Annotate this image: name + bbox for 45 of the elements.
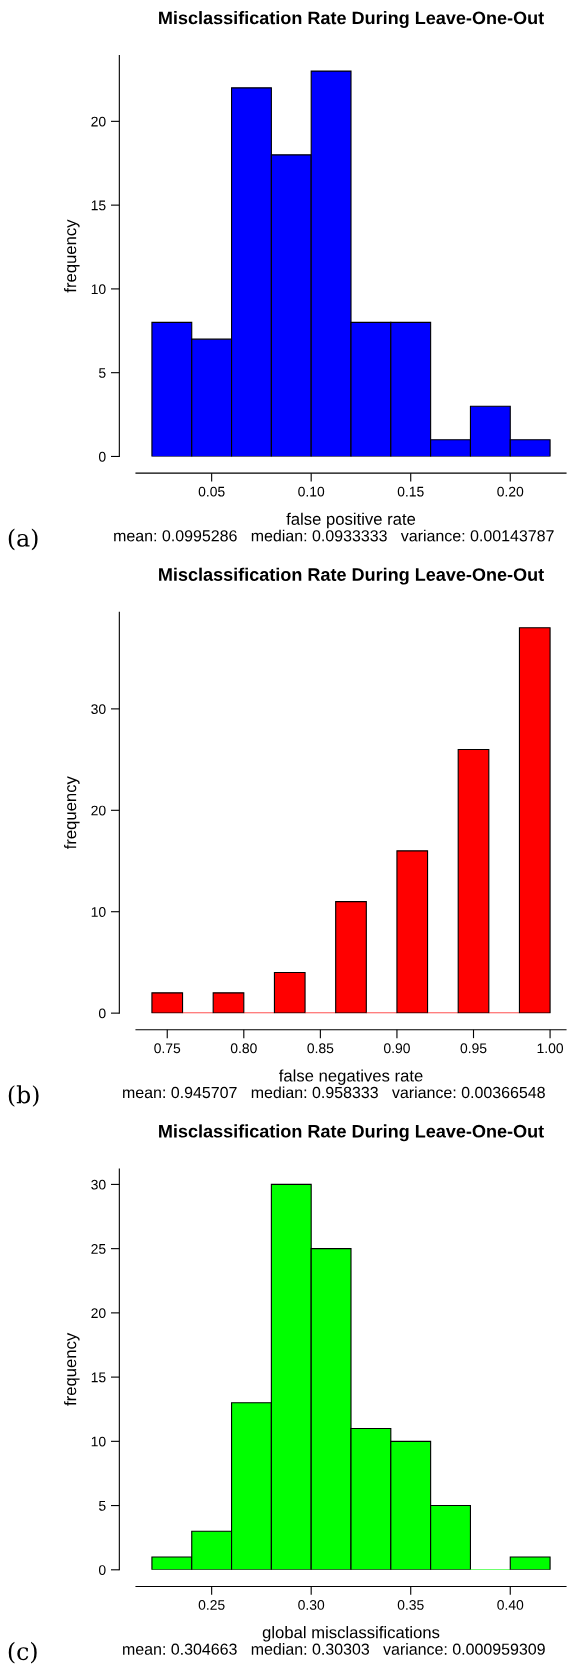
x-tick-label: 0.80 <box>230 1043 257 1054</box>
y-tick-label: 30 <box>91 704 106 715</box>
x-tick-label: 0.40 <box>497 1600 524 1610</box>
x-tick-label: 0.10 <box>298 486 325 497</box>
text: (b) <box>8 1085 39 1107</box>
y-tick-label: 20 <box>91 1308 106 1319</box>
y-tick-label: 5 <box>98 1501 106 1511</box>
x-tick-label: 0.30 <box>298 1600 325 1610</box>
y-tick-label: 0 <box>98 1008 106 1019</box>
x-tick-label: 0.25 <box>198 1600 225 1610</box>
text: mean: 0.945707 median: 0.958333 variance: 0.00366548 <box>123 1086 545 1099</box>
y-tick-label: 20 <box>91 116 106 127</box>
x-tick-label: 0.20 <box>497 486 524 497</box>
chart-title: Misclassification Rate During Leave-One-Out <box>159 11 544 28</box>
y-tick-label: 10 <box>91 1436 106 1447</box>
y-axis-title: frequency <box>64 776 80 850</box>
x-axis-title: false negatives rate <box>278 1069 423 1085</box>
y-tick-label: 0 <box>98 1565 106 1575</box>
text: mean: 0.304663 median: 0.30303 variance: 0.000959309 <box>123 1643 545 1655</box>
x-tick-label: 0.90 <box>383 1043 410 1054</box>
text: mean: 0.0995286 median: 0.0933333 variance: 0.00143787 <box>114 529 554 542</box>
x-tick-label: 0.35 <box>397 1600 424 1610</box>
y-tick-label: 20 <box>91 805 106 816</box>
text: (a) <box>8 528 38 551</box>
x-axis-title: global misclassifications <box>262 1626 440 1642</box>
x-tick-label: 0.95 <box>460 1043 487 1054</box>
y-tick-label: 5 <box>98 368 106 378</box>
x-axis-title: false positive rate <box>286 512 416 529</box>
x-tick-label: 0.85 <box>307 1043 334 1054</box>
x-tick-label: 0.15 <box>397 486 424 497</box>
y-tick-label: 10 <box>91 284 106 295</box>
y-axis-title: frequency <box>64 219 80 293</box>
x-tick-label: 1.00 <box>537 1043 564 1054</box>
text: (c) <box>8 1641 37 1664</box>
y-tick-label: 30 <box>91 1179 106 1190</box>
y-tick-label: 15 <box>91 1372 106 1383</box>
y-tick-label: 15 <box>91 200 106 211</box>
chart-title: Misclassification Rate During Leave-One-Out <box>159 567 544 585</box>
y-tick-label: 25 <box>91 1243 106 1254</box>
y-tick-label: 0 <box>98 451 106 462</box>
y-axis-title: frequency <box>64 1332 80 1406</box>
y-tick-label: 10 <box>91 907 106 917</box>
x-tick-label: 0.05 <box>198 486 225 497</box>
chart-title: Misclassification Rate During Leave-One-Out <box>159 1124 544 1142</box>
x-tick-label: 0.75 <box>154 1043 181 1054</box>
